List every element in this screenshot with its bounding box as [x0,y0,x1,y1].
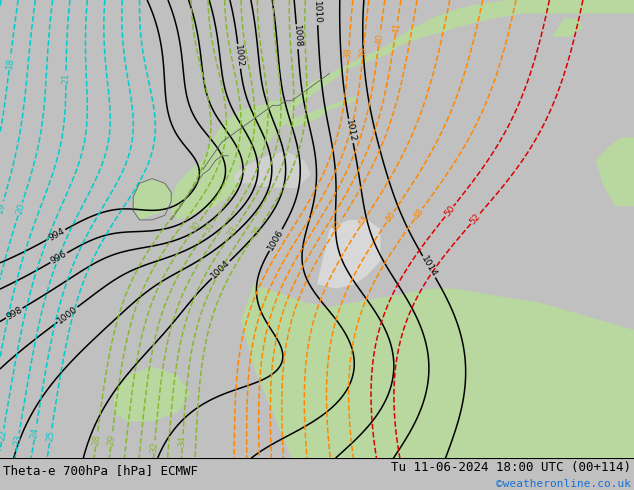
Polygon shape [241,284,634,458]
Polygon shape [114,367,190,421]
Text: 1000: 1000 [56,304,79,325]
Text: 1014: 1014 [419,255,439,279]
Text: 20: 20 [14,202,26,216]
Text: 40: 40 [374,33,385,45]
Text: 1004: 1004 [209,258,232,281]
Text: 42: 42 [331,219,344,233]
Text: 28: 28 [91,434,102,446]
Text: 21: 21 [61,73,70,84]
Text: 1010: 1010 [312,1,322,24]
Text: 24: 24 [30,427,41,439]
Polygon shape [279,0,634,119]
Text: 994: 994 [47,226,67,243]
Text: 35: 35 [250,223,264,238]
Text: 996: 996 [49,249,68,266]
Text: 22: 22 [0,429,8,441]
Polygon shape [596,138,634,206]
Text: 1006: 1006 [266,228,285,252]
Polygon shape [317,220,380,289]
Text: 34: 34 [178,435,188,447]
Text: 1002: 1002 [233,45,245,68]
Polygon shape [171,156,241,220]
Polygon shape [552,18,583,37]
Text: 23: 23 [13,434,23,446]
Text: 48: 48 [411,206,425,221]
Text: 18: 18 [4,57,15,70]
Text: Tu 11-06-2024 18:00 UTC (00+114): Tu 11-06-2024 18:00 UTC (00+114) [391,461,631,473]
Text: 41: 41 [391,21,402,34]
Text: 29: 29 [107,434,117,446]
Text: 39: 39 [358,46,368,58]
Text: 33: 33 [226,224,239,239]
Text: 998: 998 [4,305,24,321]
Text: 31: 31 [202,220,216,235]
Text: Theta-e 700hPa [hPa] ECMWF: Theta-e 700hPa [hPa] ECMWF [3,465,198,477]
Text: 38: 38 [344,47,353,59]
Polygon shape [133,179,171,220]
Polygon shape [203,101,292,174]
Text: 46: 46 [384,210,397,224]
Polygon shape [279,96,355,128]
Text: 44: 44 [357,213,371,228]
Text: 30: 30 [188,220,202,235]
Text: 25: 25 [45,430,56,442]
Text: 19: 19 [0,201,8,215]
Text: 32: 32 [150,441,160,453]
Polygon shape [235,151,311,188]
Text: 50: 50 [443,204,456,219]
Text: 52: 52 [468,212,482,226]
Text: ©weatheronline.co.uk: ©weatheronline.co.uk [496,479,631,490]
Text: 1008: 1008 [292,25,302,49]
Text: 1012: 1012 [344,119,358,143]
